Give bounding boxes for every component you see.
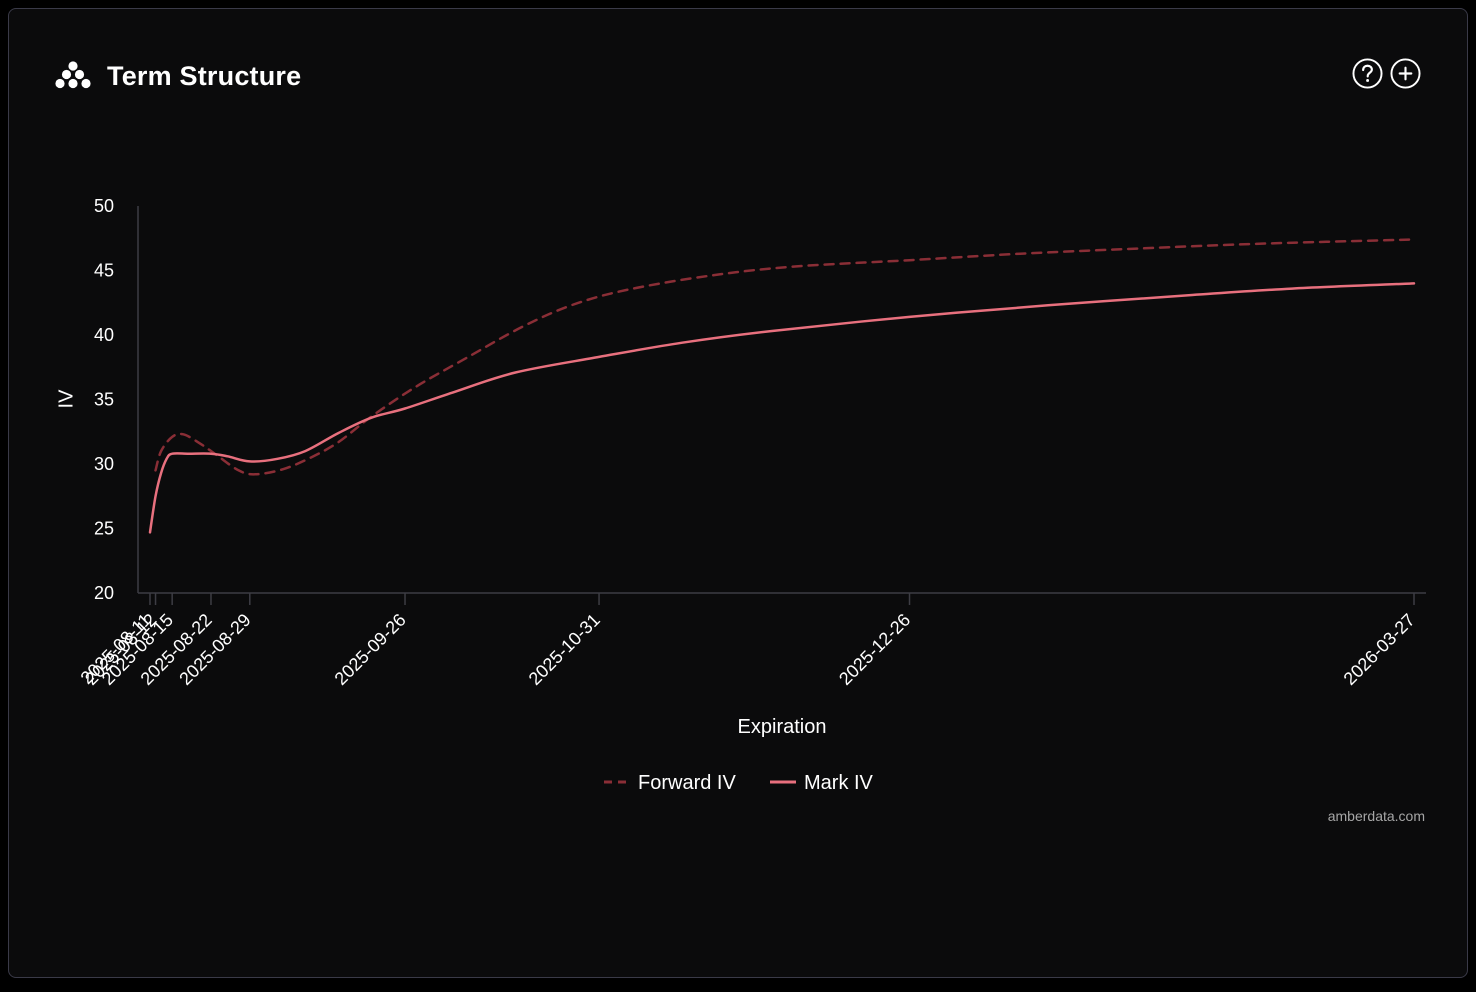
amberdata-logo-icon <box>55 61 91 89</box>
x-axis: 2025-08-112025-08-122025-08-152025-08-22… <box>77 592 1426 689</box>
x-axis-title: Expiration <box>738 716 827 738</box>
chart-legend: Forward IV Mark IV <box>604 772 874 794</box>
question-circle-icon[interactable] <box>1352 58 1383 89</box>
page-title: Term Structure <box>107 60 302 91</box>
x-tick-label: 2025-12-26 <box>835 610 914 689</box>
y-tick-label: 50 <box>94 196 114 216</box>
y-tick-label: 40 <box>94 325 114 345</box>
card-actions <box>1352 58 1421 89</box>
x-tick-label: 2025-10-31 <box>525 610 604 689</box>
y-axis-title: IV <box>55 389 77 409</box>
legend-label: Forward IV <box>638 772 736 794</box>
legend-item-mark-iv[interactable]: Mark IV <box>770 772 874 794</box>
legend-item-forward-iv[interactable]: Forward IV <box>604 772 736 794</box>
y-tick-label: 25 <box>94 519 114 539</box>
series-layer <box>148 238 1416 534</box>
forward-iv-line[interactable] <box>154 238 1416 476</box>
y-tick-label: 45 <box>94 261 114 281</box>
mark-iv-line[interactable] <box>148 282 1416 534</box>
y-tick-label: 30 <box>94 454 114 474</box>
y-tick-label: 20 <box>94 583 114 603</box>
y-tick-label: 35 <box>94 390 114 410</box>
legend-label: Mark IV <box>804 772 874 794</box>
term-structure-card: Term Structure 20 25 30 35 40 45 50 2025-08-11… <box>8 8 1468 978</box>
x-tick-label: 2026-03-27 <box>1340 610 1419 689</box>
plus-circle-icon[interactable] <box>1390 58 1421 89</box>
term-structure-chart: 20 25 30 35 40 45 50 2025-08-112025-08-122025-… <box>55 196 1426 794</box>
source-attribution: amberdata.com <box>1327 808 1425 824</box>
x-tick-label: 2025-09-26 <box>331 610 410 689</box>
card-header: Term Structure <box>53 59 301 93</box>
y-axis: 20 25 30 35 40 45 50 <box>94 196 139 603</box>
